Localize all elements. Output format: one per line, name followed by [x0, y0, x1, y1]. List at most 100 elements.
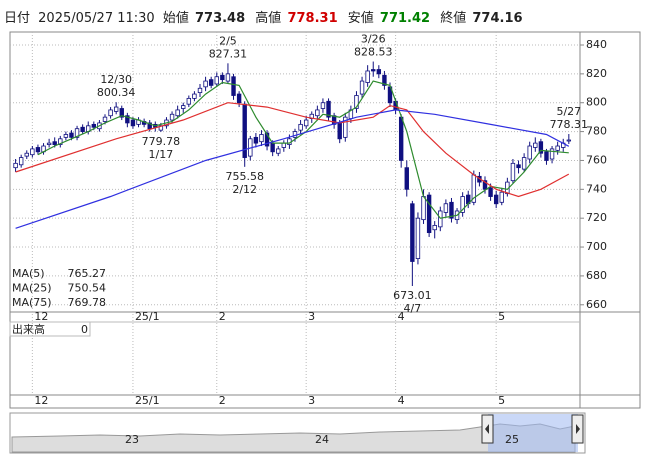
candle-body	[482, 180, 488, 190]
annotation-value: 800.34	[97, 86, 136, 99]
navigator-selection[interactable]	[488, 414, 578, 452]
x-tick-label: 3	[308, 394, 315, 407]
candle-body	[46, 142, 52, 145]
legend-label: MA(75)	[12, 296, 52, 309]
annotation-value: 778.31	[550, 118, 589, 131]
candle-body	[192, 93, 197, 99]
annotation-value: 755.58	[225, 170, 264, 183]
candle-body	[125, 115, 130, 124]
low-label: 安値	[348, 10, 374, 26]
x-tick-label: 2	[219, 310, 226, 323]
candle-body	[410, 203, 415, 262]
candle-body	[175, 109, 180, 117]
ma-line	[15, 109, 570, 229]
candle-body	[354, 95, 359, 109]
candle-body	[270, 142, 275, 153]
candle-body	[432, 225, 437, 231]
candle-body	[376, 69, 382, 75]
candle-body	[52, 141, 57, 145]
y-tick-label: 740	[586, 182, 607, 195]
candle-body	[488, 187, 493, 197]
candle-body	[449, 201, 454, 219]
candle-body	[371, 69, 376, 72]
candle-body	[264, 132, 270, 147]
y-tick-label: 800	[586, 96, 607, 109]
open-label: 始値	[163, 10, 189, 26]
annotation-date: 1/17	[149, 148, 174, 161]
candle-body	[281, 142, 287, 148]
candle-body	[343, 116, 348, 138]
x-tick-label: 2	[219, 394, 226, 407]
candle-body	[460, 196, 465, 213]
candle-body	[443, 203, 449, 213]
header: 日付 2025/05/27 11:30 始値 773.48 高値 778.31 …	[4, 10, 523, 26]
candle-body	[214, 76, 219, 85]
high-value: 778.31	[287, 11, 337, 26]
annotation-date: 4/7	[404, 302, 422, 315]
candle-body	[203, 80, 208, 88]
x-tick-label: 12	[34, 394, 48, 407]
candle-body	[320, 102, 326, 109]
candle-body	[404, 167, 409, 190]
annotation-date: 2/12	[232, 183, 257, 196]
candle-body	[108, 109, 113, 117]
y-tick-label: 660	[586, 298, 607, 311]
candle-body	[510, 162, 516, 182]
candle-body	[13, 162, 18, 169]
candle-body	[236, 93, 242, 104]
y-tick-label: 700	[586, 240, 607, 253]
candle-body	[208, 79, 214, 86]
candle-body	[18, 157, 24, 166]
candle-body	[544, 151, 549, 161]
annotation-value: 828.53	[354, 46, 393, 59]
candle-body	[259, 134, 264, 143]
candle-body	[30, 148, 35, 156]
candle-body	[382, 74, 387, 86]
annotation-value: 673.01	[393, 289, 432, 302]
annotation-date: 12/30	[100, 73, 132, 86]
candle-body	[566, 139, 572, 142]
high-label: 高値	[255, 10, 281, 26]
candle-body	[326, 100, 331, 118]
candle-body	[102, 116, 108, 122]
candle-body	[499, 191, 504, 203]
navigator-label: 25	[505, 433, 519, 446]
candle-body	[421, 196, 426, 221]
x-tick-label: 25/1	[135, 310, 160, 323]
candle-body	[91, 123, 97, 128]
annotation-date: 2/5	[219, 34, 237, 47]
date-label: 日付	[4, 11, 30, 26]
navigator-label: 24	[315, 433, 329, 446]
candle-body	[225, 73, 231, 82]
candle-body	[315, 109, 320, 117]
navigator-label: 23	[125, 433, 139, 446]
candle-body	[35, 147, 41, 153]
datetime: 2025/05/27 11:30	[38, 11, 155, 26]
y-tick-label: 760	[586, 153, 607, 166]
ma-line	[15, 102, 570, 198]
volume-label: 出来高	[12, 322, 45, 336]
candle-body	[80, 126, 85, 132]
x-tick-label: 5	[498, 394, 505, 407]
annotation-value: 779.78	[142, 135, 181, 148]
candle-body	[359, 80, 365, 95]
candle-body	[298, 123, 303, 131]
low-value: 771.42	[380, 11, 430, 26]
legend-value: 750.54	[68, 282, 107, 295]
candle-body	[113, 106, 119, 112]
y-tick-label: 720	[586, 211, 607, 224]
candle-body	[398, 116, 404, 161]
open-value: 773.48	[195, 11, 245, 26]
legend-value: 769.78	[68, 296, 107, 309]
candle-body	[220, 74, 225, 81]
candle-body	[74, 128, 80, 138]
x-tick-label: 5	[498, 310, 505, 323]
candle-body	[130, 119, 136, 127]
candle-body	[58, 138, 63, 145]
y-tick-label: 820	[586, 67, 607, 80]
legend-label: MA(25)	[12, 282, 52, 295]
candle-body	[521, 157, 527, 170]
candle-body	[538, 141, 544, 154]
candle-body	[438, 210, 443, 228]
